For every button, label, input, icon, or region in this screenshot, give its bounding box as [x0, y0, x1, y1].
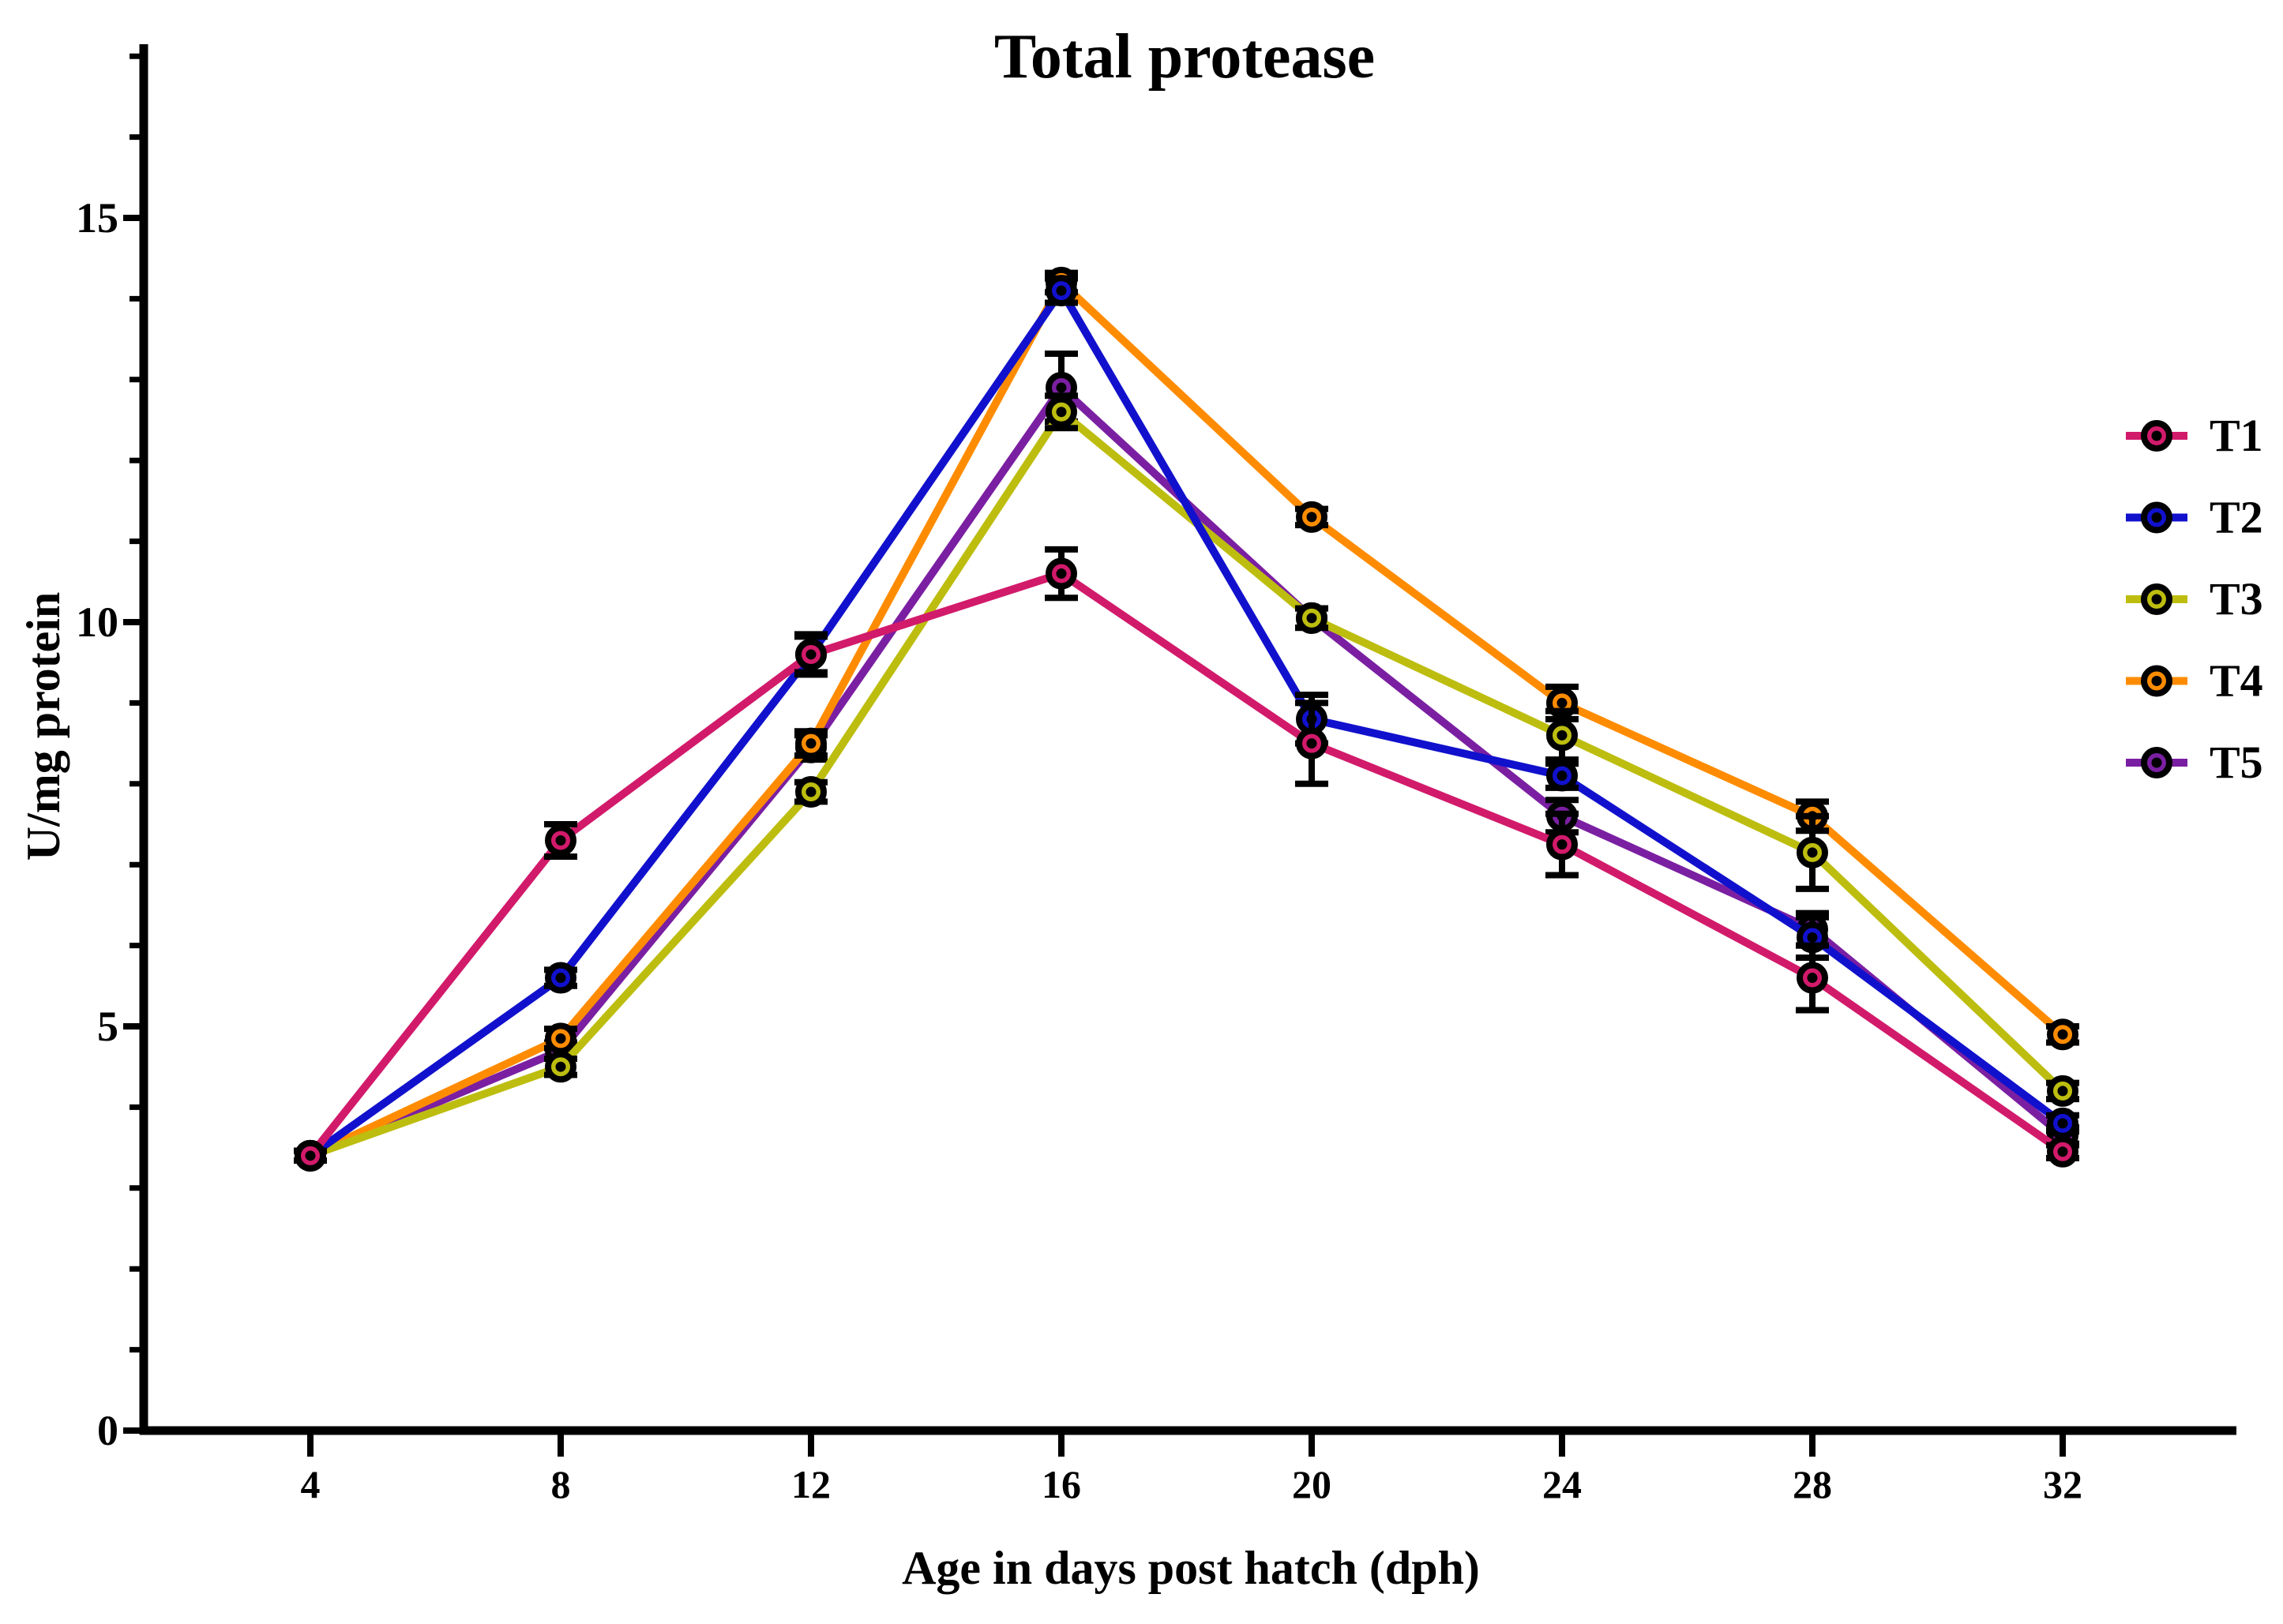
y-tick-label: 15 [76, 194, 118, 242]
x-tick-label: 24 [1542, 1462, 1582, 1506]
data-point-center-dot [555, 1061, 566, 1072]
data-point-center-dot [2057, 1118, 2068, 1129]
legend-entry-T5: T5 [2126, 737, 2263, 788]
data-point-center-dot [2057, 1146, 2068, 1157]
series-line [308, 278, 2066, 1160]
data-point-center-dot [805, 786, 817, 797]
legend-marker-dot [2151, 430, 2162, 441]
legend-marker-dot [2151, 757, 2162, 768]
x-tick-label: 12 [791, 1462, 831, 1506]
chart-title: Total protease [994, 22, 1375, 92]
x-tick-label: 8 [551, 1462, 571, 1506]
legend-entry-T4: T4 [2126, 655, 2263, 707]
data-point-center-dot [1056, 407, 1067, 418]
data-point-center-dot [1306, 613, 1317, 624]
y-tick-label: 0 [97, 1407, 118, 1454]
legend: T1 T2 T3 T4 T5 [2126, 410, 2263, 788]
data-series [294, 266, 2079, 1172]
data-point-center-dot [1056, 285, 1067, 296]
data-point-center-dot [805, 649, 817, 660]
x-tick-label: 32 [2043, 1462, 2082, 1506]
data-point-center-dot [1807, 932, 1818, 943]
series-T1 [294, 546, 2079, 1172]
data-point-center-dot [2057, 1086, 2068, 1097]
data-point-center-dot [1556, 771, 1568, 782]
legend-label: T3 [2210, 573, 2263, 624]
data-point-center-dot [1306, 512, 1317, 523]
axis-ticks: 0 5 10 15 4 8 12 16 20 24 28 32 [76, 53, 2082, 1506]
data-point-center-dot [2057, 1029, 2068, 1040]
legend-marker-dot [2151, 676, 2162, 686]
data-point-center-dot [1556, 729, 1568, 741]
data-point-center-dot [555, 1033, 566, 1044]
x-tick-label: 4 [301, 1462, 321, 1506]
series-line [308, 287, 2065, 1159]
legend-marker-dot [2151, 512, 2162, 523]
series-line [307, 569, 2065, 1158]
x-tick-label: 16 [1042, 1462, 1081, 1506]
x-tick-label: 28 [1793, 1462, 1832, 1506]
y-tick-label: 5 [97, 1003, 118, 1050]
data-point-center-dot [1556, 839, 1568, 850]
legend-entry-T1: T1 [2126, 410, 2263, 461]
data-point-center-dot [1556, 697, 1568, 708]
data-point-center-dot [1306, 738, 1317, 749]
data-point-center-dot [555, 835, 566, 846]
data-point-center-dot [305, 1150, 316, 1161]
data-point-center-dot [1056, 382, 1067, 393]
x-axis-title: Age in days post hatch (dph) [902, 1542, 1480, 1594]
data-point-center-dot [1807, 847, 1818, 858]
series-line [309, 407, 2066, 1160]
series-T4 [294, 266, 2079, 1172]
legend-marker-dot [2151, 594, 2162, 605]
legend-label: T2 [2210, 492, 2263, 543]
legend-entry-T2: T2 [2126, 492, 2263, 543]
data-point-center-dot [555, 973, 566, 984]
legend-label: T5 [2210, 737, 2263, 788]
data-point-center-dot [1056, 568, 1067, 579]
x-tick-label: 20 [1292, 1462, 1331, 1506]
legend-entry-T3: T3 [2126, 573, 2263, 624]
y-tick-label: 10 [76, 598, 118, 646]
data-point-center-dot [805, 738, 817, 749]
legend-label: T1 [2210, 410, 2263, 461]
legend-label: T4 [2210, 655, 2263, 707]
data-point-center-dot [1807, 973, 1818, 984]
y-axis-title: U/mg protein [17, 592, 69, 861]
axes [139, 44, 2236, 1435]
